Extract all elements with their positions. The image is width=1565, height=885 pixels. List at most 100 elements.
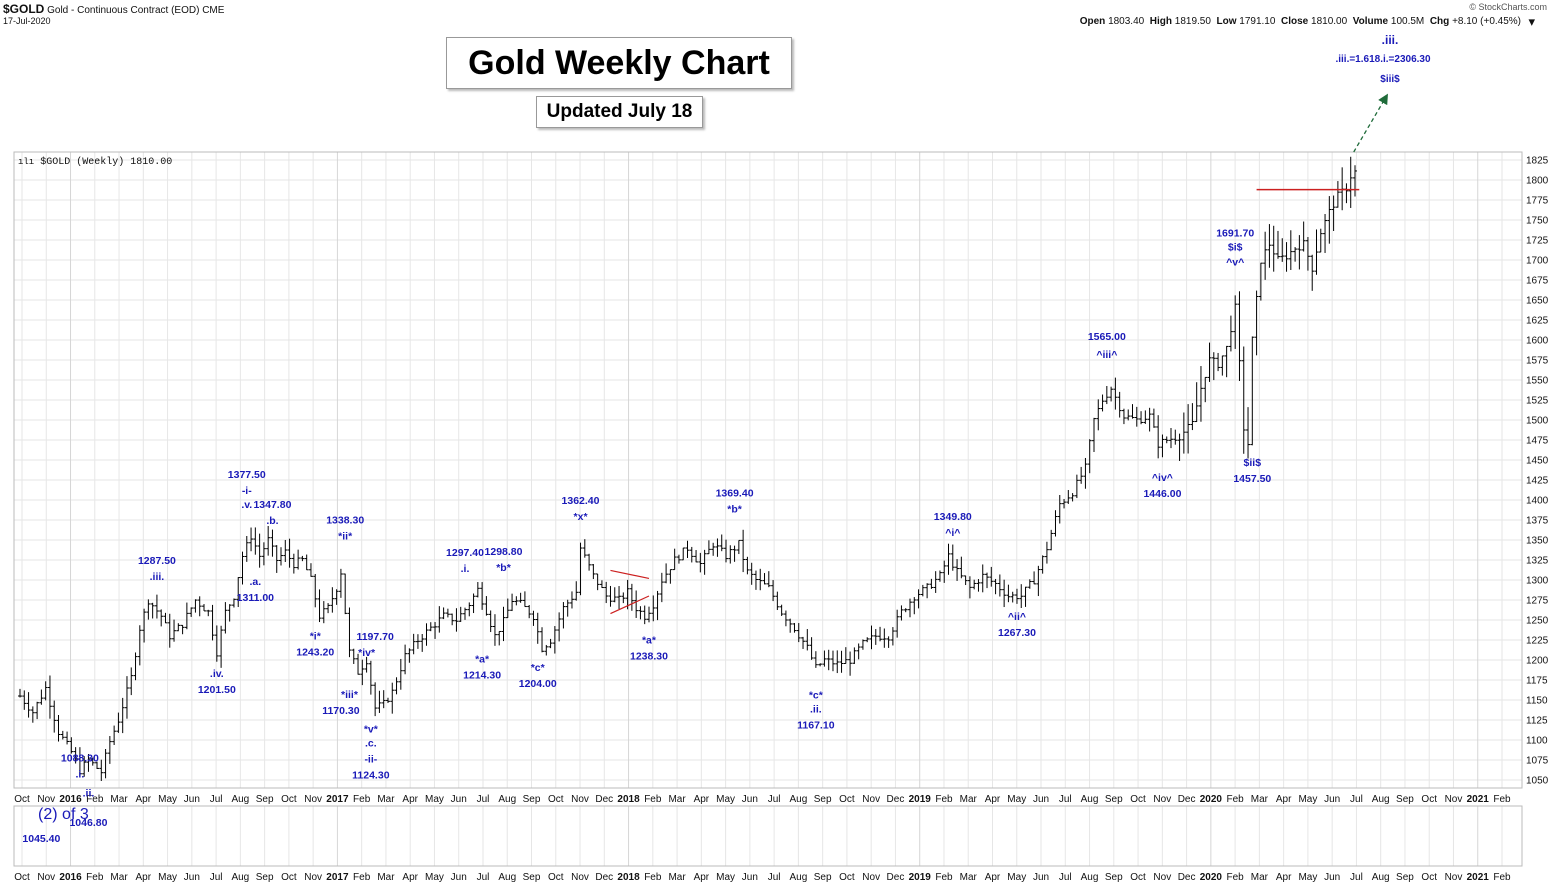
price-bar (1241, 346, 1246, 454)
x-tick-label: Aug (789, 794, 807, 805)
price-bar (1027, 579, 1032, 589)
x-tick-label-lower: Jun (1324, 872, 1340, 883)
price-bar (1134, 406, 1139, 427)
wave-label: 1238.30 (630, 650, 668, 662)
price-bar (1250, 336, 1255, 446)
x-tick-label-lower: Oct (1130, 872, 1146, 883)
wave-label: 1267.30 (998, 627, 1036, 639)
price-bar (159, 609, 164, 627)
price-bar (916, 589, 921, 609)
price-bar (933, 571, 938, 593)
projection-label: $iii$ (1380, 74, 1400, 85)
price-bar (484, 596, 489, 616)
price-bar (1224, 345, 1229, 378)
price-bar (625, 579, 630, 610)
x-tick-label: Mar (1251, 794, 1269, 805)
wave-label: *iii* (341, 689, 359, 701)
price-bar (253, 527, 258, 555)
price-bar (771, 580, 776, 602)
wave-label: 1243.20 (296, 646, 334, 658)
price-bar (886, 636, 891, 648)
price-bar (317, 589, 322, 623)
wave-label: *b* (496, 562, 512, 574)
price-bar (873, 629, 878, 645)
x-tick-label: Dec (887, 794, 905, 805)
x-tick-label: Nov (862, 794, 880, 805)
price-bar (608, 585, 613, 607)
x-tick-label: 2016 (59, 794, 82, 805)
y-tick-label: 1525 (1526, 396, 1549, 407)
price-bar (783, 610, 788, 627)
x-tick-label-lower: Aug (1081, 872, 1099, 883)
open-value: 1803.40 (1108, 16, 1145, 27)
wave-label: 1046.80 (69, 817, 107, 829)
price-bar (244, 535, 249, 562)
x-tick-label: Jul (210, 794, 223, 805)
x-tick-label-lower: Mar (960, 872, 978, 883)
price-bar (599, 580, 604, 589)
price-bar (587, 553, 592, 571)
x-tick-label: Jul (477, 794, 490, 805)
price-bar (18, 688, 22, 698)
x-tick-label-lower: May (1007, 872, 1026, 883)
wave-label: *ii* (338, 530, 353, 542)
price-bar (942, 560, 947, 583)
price-bar (1160, 434, 1165, 458)
price-bar (612, 587, 617, 603)
price-bar (39, 689, 44, 705)
price-bar (1104, 386, 1109, 405)
price-bar (441, 607, 446, 620)
x-tick-label: Aug (1081, 794, 1099, 805)
price-bar (497, 630, 502, 646)
price-bar (557, 612, 562, 642)
price-bar (753, 570, 758, 590)
price-bar (390, 682, 395, 714)
x-tick-label-lower: Jul (768, 872, 781, 883)
price-bar (219, 625, 224, 668)
wave-label: 1349.80 (934, 511, 972, 523)
y-tick-label: 1825 (1526, 156, 1549, 167)
price-bar (210, 604, 215, 641)
price-bar (313, 573, 318, 608)
price-bar (724, 539, 729, 563)
price-bar (373, 682, 378, 717)
price-bar (574, 581, 579, 601)
price-bar (672, 548, 677, 571)
price-bar (997, 574, 1002, 597)
price-bar (1002, 579, 1007, 608)
price-bar (569, 591, 574, 609)
price-bar (26, 692, 31, 718)
projection-arrow (1353, 93, 1388, 153)
price-bar (659, 572, 664, 603)
price-bar (878, 626, 883, 642)
dropdown-icon[interactable]: ▾ (1528, 14, 1535, 29)
price-bar (43, 681, 48, 701)
price-bar (1164, 436, 1169, 444)
chart-date: 17-Jul-2020 (3, 16, 51, 26)
price-bar (249, 527, 254, 552)
price-bar (214, 625, 219, 662)
chg-value: +8.10 (+0.45%) (1452, 16, 1521, 27)
price-bar (1340, 167, 1345, 211)
price-bar (1169, 427, 1174, 449)
x-tick-label: May (158, 794, 177, 805)
y-tick-label: 1175 (1526, 676, 1548, 687)
price-bar (860, 639, 865, 650)
x-tick-label: Apr (1276, 794, 1292, 805)
x-tick-label-lower: Mar (668, 872, 686, 883)
price-bar (912, 597, 917, 615)
price-bar (985, 572, 990, 589)
price-bar (689, 546, 694, 563)
price-bar (471, 593, 476, 614)
x-tick-label-lower: 2019 (909, 872, 932, 883)
wave-label: 1347.80 (253, 499, 291, 511)
wave-label: .iii. (150, 571, 165, 583)
price-bar (475, 582, 480, 598)
x-tick-label-lower: Sep (814, 872, 832, 883)
price-bar (668, 569, 673, 584)
x-tick-label-lower: Nov (1153, 872, 1171, 883)
price-bar (146, 599, 151, 620)
x-tick-label-lower: Oct (548, 872, 564, 883)
x-tick-label-lower: Oct (1421, 872, 1437, 883)
price-bar (433, 622, 438, 639)
